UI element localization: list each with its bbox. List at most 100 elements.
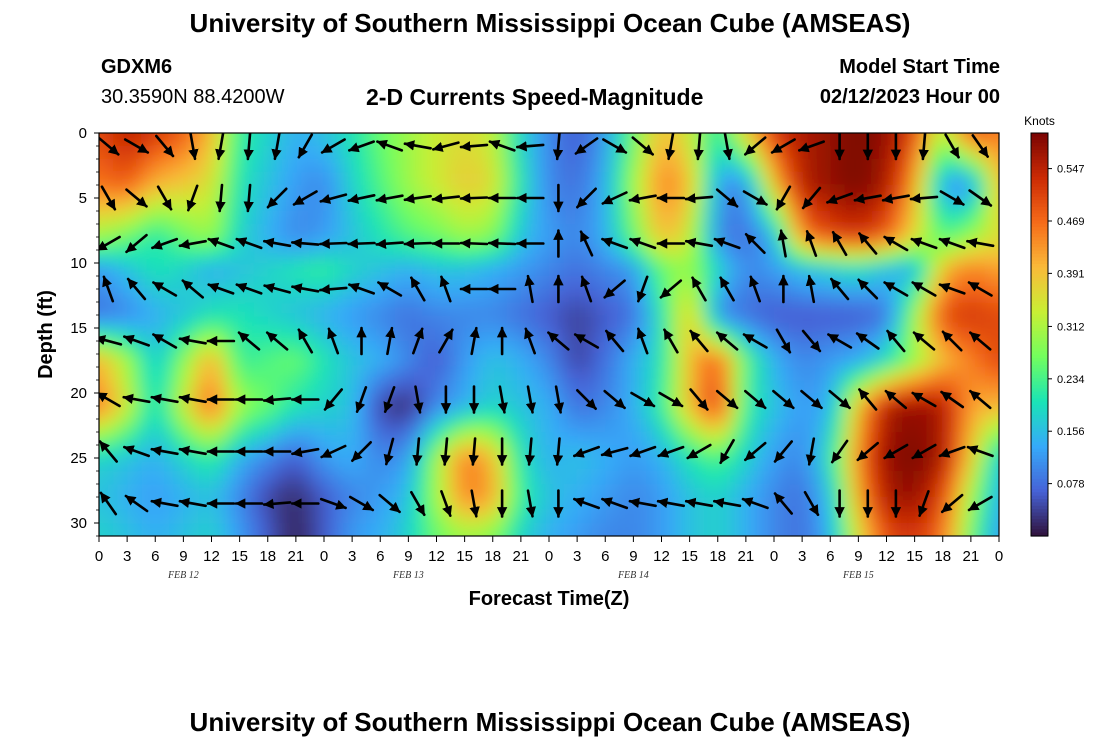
heat-cell bbox=[549, 432, 564, 446]
heat-cell bbox=[394, 276, 409, 290]
heat-cell bbox=[900, 484, 916, 498]
x-tick-label: 9 bbox=[629, 548, 637, 565]
heat-cell bbox=[745, 510, 761, 524]
x-tick-label: 18 bbox=[484, 548, 501, 565]
model-start-label: Model Start Time bbox=[839, 56, 1000, 78]
x-tick-label: 0 bbox=[545, 548, 553, 565]
heat-cell bbox=[309, 328, 325, 342]
heat-cell bbox=[928, 380, 944, 394]
heat-cell bbox=[563, 289, 578, 303]
heat-cell bbox=[534, 458, 550, 472]
heat-cell bbox=[127, 523, 142, 536]
x-tick-label: 18 bbox=[259, 548, 276, 565]
heat-cell bbox=[633, 510, 649, 524]
heat-cell bbox=[647, 159, 663, 173]
heat-cell bbox=[99, 445, 100, 459]
heat-cell bbox=[703, 172, 719, 186]
heat-cell bbox=[127, 354, 142, 368]
heat-cell bbox=[492, 172, 508, 186]
heat-cell bbox=[619, 315, 634, 329]
heat-cell bbox=[155, 484, 170, 498]
colorbar-segment bbox=[1031, 394, 1048, 399]
heat-cell bbox=[802, 315, 817, 329]
heat-cell bbox=[886, 224, 902, 238]
heat-cell bbox=[886, 159, 902, 173]
heat-cell bbox=[324, 354, 339, 368]
heat-cell bbox=[633, 458, 649, 472]
current-arrow bbox=[439, 275, 452, 303]
heat-cell bbox=[478, 432, 494, 446]
heat-cell bbox=[914, 224, 930, 238]
heat-cell bbox=[324, 211, 339, 225]
heat-cell bbox=[647, 211, 663, 225]
heat-cell bbox=[717, 185, 733, 199]
heat-cell bbox=[703, 224, 719, 238]
current-arrow bbox=[631, 136, 655, 156]
heat-cell bbox=[703, 523, 719, 536]
colorbar-segment bbox=[1031, 240, 1048, 245]
current-arrow bbox=[742, 333, 768, 349]
heat-cell bbox=[984, 302, 999, 316]
heat-cell bbox=[267, 133, 283, 134]
heat-cell bbox=[914, 380, 930, 394]
heat-cell bbox=[647, 458, 663, 472]
heat-cell bbox=[1013, 536, 1028, 550]
current-arrow bbox=[940, 390, 965, 409]
heat-cell bbox=[816, 159, 831, 173]
heat-cell bbox=[999, 211, 1014, 225]
colorbar-segment bbox=[1031, 210, 1048, 215]
heat-cell bbox=[281, 302, 297, 316]
heat-cell bbox=[731, 172, 747, 186]
heat-cell bbox=[605, 250, 620, 264]
heat-cell bbox=[520, 354, 536, 368]
colorbar-segment bbox=[1031, 512, 1048, 517]
heat-cell bbox=[422, 315, 438, 329]
heat-cell bbox=[745, 263, 761, 277]
heat-cell bbox=[563, 211, 578, 225]
heat-cell bbox=[99, 302, 100, 316]
heat-cell bbox=[928, 523, 944, 536]
heat-cell bbox=[661, 419, 677, 433]
heat-cell bbox=[520, 224, 536, 238]
current-arrow bbox=[553, 385, 565, 414]
heat-cell bbox=[984, 367, 999, 381]
heat-cell bbox=[295, 523, 311, 536]
heat-cell bbox=[1013, 419, 1028, 433]
heat-cell bbox=[211, 484, 227, 498]
heat-cell bbox=[99, 354, 114, 368]
heat-cell bbox=[774, 432, 789, 446]
colorbar-segment bbox=[1031, 415, 1048, 420]
heat-cell bbox=[506, 224, 522, 238]
heat-cell bbox=[647, 198, 663, 212]
heat-cell bbox=[183, 367, 199, 381]
heat-cell bbox=[1013, 380, 1028, 394]
heat-cell bbox=[113, 263, 128, 277]
heat-cell bbox=[675, 367, 691, 381]
heat-cell bbox=[338, 289, 353, 303]
heat-cell bbox=[816, 484, 831, 498]
heat-cell bbox=[942, 159, 958, 173]
heat-cell bbox=[549, 341, 564, 355]
heat-cell bbox=[169, 523, 184, 536]
heat-cell bbox=[352, 471, 367, 485]
heat-cell bbox=[492, 133, 508, 134]
heat-cell bbox=[295, 471, 311, 485]
heat-cell bbox=[239, 341, 255, 355]
heat-cell bbox=[141, 458, 156, 472]
current-arrow bbox=[383, 437, 395, 466]
current-arrow bbox=[967, 281, 993, 297]
heat-cell bbox=[183, 406, 199, 420]
heat-cell bbox=[549, 510, 564, 524]
heat-cell bbox=[970, 510, 986, 524]
colorbar-segment bbox=[1031, 445, 1048, 450]
heat-cell bbox=[928, 328, 944, 342]
heat-cell bbox=[577, 458, 592, 472]
heat-cell bbox=[408, 471, 424, 485]
heat-cell bbox=[169, 302, 184, 316]
heat-cell bbox=[254, 107, 269, 121]
heat-cell bbox=[900, 172, 916, 186]
heat-cell bbox=[506, 458, 522, 472]
heat-cell bbox=[366, 146, 381, 160]
heat-cell bbox=[633, 107, 648, 121]
heat-cell bbox=[281, 146, 297, 160]
